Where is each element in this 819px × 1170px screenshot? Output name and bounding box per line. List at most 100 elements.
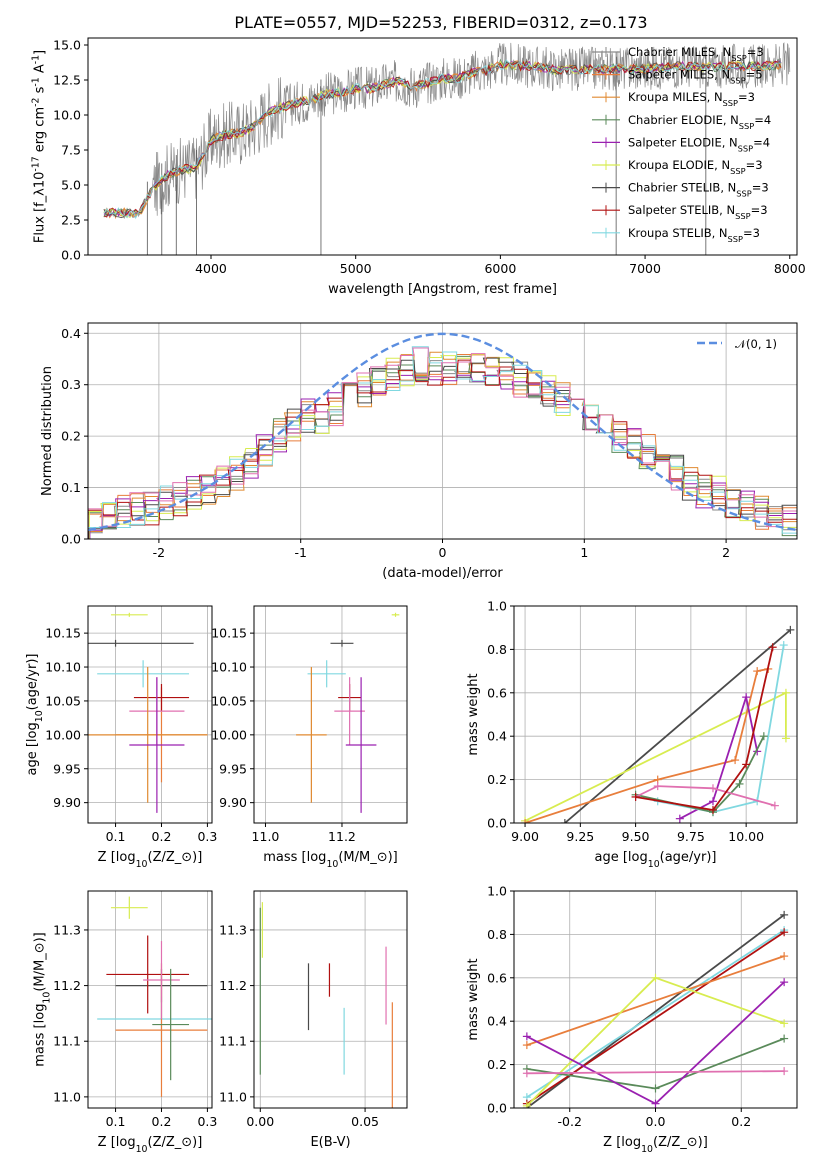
observed-spectrum xyxy=(103,42,791,218)
y-axis-label: Flux [f_λ10-17 erg cm-2 s-1 A-1] xyxy=(30,50,48,243)
panel-age_vs_Z: 0.1 0.2 0.3 9.90 9.95 10.00 10.05 10.10 10.15 Z [… xyxy=(25,605,217,870)
y-axis-label: mass weight xyxy=(466,673,481,755)
error-bar-point xyxy=(110,612,148,617)
y-tick-label: 10.05 xyxy=(211,693,247,708)
x-tick-label: 8000 xyxy=(774,261,806,276)
y-tick-label: 0.4 xyxy=(487,1014,507,1029)
mass-weight-marker xyxy=(708,805,717,814)
x-tick-label: 1 xyxy=(580,545,588,560)
axes-frame xyxy=(513,890,798,1109)
x-tick-label: 0.3 xyxy=(197,1114,217,1129)
mass-weight-marker xyxy=(651,1084,660,1093)
x-tick-label: 11.0 xyxy=(252,829,280,844)
x-axis-label: Z [log10(Z/Z_⊙)] xyxy=(98,850,203,870)
y-tick-label: 11.2 xyxy=(219,978,247,993)
y-tick-label: 0.4 xyxy=(61,326,81,341)
legend-label: Kroupa MILES, NSSP=3 xyxy=(628,90,755,108)
y-axis-label: mass weight xyxy=(466,958,481,1040)
mass-weight-marker xyxy=(708,797,717,806)
y-tick-label: 0.2 xyxy=(61,429,81,444)
y-tick-label: 11.1 xyxy=(53,1034,81,1049)
plot-area xyxy=(522,910,789,1108)
y-tick-label: 0.4 xyxy=(487,729,507,744)
y-tick-label: 0.6 xyxy=(487,970,507,985)
x-axis-label: E(B-V) xyxy=(310,1135,350,1150)
y-tick-label: 15.0 xyxy=(53,38,81,53)
error-bar-point xyxy=(345,677,377,813)
x-tick-label: 10.00 xyxy=(728,829,764,844)
y-tick-label: 0.8 xyxy=(487,642,507,657)
panel-spectrum: 4000 5000 6000 7000 8000 0.0 2.5 5.0 7.5 10.0 12.5… xyxy=(30,37,806,297)
x-tick-label: 9.25 xyxy=(566,829,594,844)
legend-label: Salpeter ELODIE, NSSP=4 xyxy=(628,135,770,153)
y-tick-label: 9.90 xyxy=(53,795,81,810)
error-bar-point xyxy=(106,935,190,1014)
axes-frame xyxy=(87,37,798,256)
x-tick-label: 0.05 xyxy=(351,1114,379,1129)
mass-weight-marker xyxy=(742,693,751,702)
y-tick-label: 0.2 xyxy=(487,1057,507,1072)
x-tick-label: 11.2 xyxy=(328,829,356,844)
axes-frame xyxy=(253,605,408,824)
x-axis-label: (data-model)/error xyxy=(382,566,503,581)
y-tick-label: 9.95 xyxy=(53,761,81,776)
error-bar-point xyxy=(307,660,346,688)
mass-weight-marker xyxy=(522,1069,531,1078)
mass-weight-marker xyxy=(653,782,662,791)
y-axis-label: Normed distribution xyxy=(40,366,55,496)
mass-weight-marker xyxy=(731,756,740,765)
error-bar-point xyxy=(334,677,365,746)
mass-weight-marker xyxy=(651,1099,660,1108)
legend-label: Chabrier STELIB, NSSP=3 xyxy=(628,181,769,199)
legend-label: Salpeter MILES, NSSP=5 xyxy=(628,68,763,86)
x-tick-label: 9.75 xyxy=(677,829,705,844)
y-tick-label: 11.2 xyxy=(53,978,81,993)
mass-weight-marker xyxy=(779,641,788,650)
x-axis-label: wavelength [Angstrom, rest frame] xyxy=(328,282,557,297)
y-tick-label: 0.0 xyxy=(61,532,81,547)
x-axis-label: Z [log10(Z/Z_⊙)] xyxy=(603,1135,708,1155)
panel-mass_weight_vs_Z: -0.2 0.0 0.2 0.0 0.2 0.4 0.6 0.8 1.0 Z [log10(Z/Z… xyxy=(466,884,798,1155)
mass-weight-marker xyxy=(780,910,789,919)
x-tick-label: 0.1 xyxy=(106,829,126,844)
mass-weight-marker xyxy=(786,625,795,634)
y-tick-label: 0.1 xyxy=(61,480,81,495)
error-bar-point xyxy=(88,667,208,803)
error-bar-point xyxy=(391,612,400,617)
y-tick-label: 0.2 xyxy=(487,772,507,787)
mass-weight-marker xyxy=(780,978,789,987)
legend-label: Chabrier MILES, NSSP=3 xyxy=(628,45,764,63)
mass-weight-marker xyxy=(780,1019,789,1028)
error-bar-point xyxy=(143,941,180,1019)
mass-weight-marker xyxy=(770,801,779,810)
axes-frame xyxy=(87,890,213,1109)
y-tick-label: 0.0 xyxy=(61,248,81,263)
x-tick-label: 7000 xyxy=(629,261,661,276)
y-tick-label: 10.00 xyxy=(211,727,247,742)
figure-title: PLATE=0557, MJD=52253, FIBERID=0312, z=0… xyxy=(234,13,647,32)
x-tick-label: 0 xyxy=(439,545,447,560)
y-tick-label: 9.90 xyxy=(219,795,247,810)
mass-weight-line xyxy=(635,785,776,807)
x-tick-label: -1 xyxy=(294,545,306,560)
y-tick-label: 10.00 xyxy=(45,727,81,742)
plot-area xyxy=(521,625,795,823)
x-tick-label: 0.2 xyxy=(152,829,172,844)
mass-weight-marker xyxy=(522,1101,531,1108)
mass-weight-marker xyxy=(759,732,768,741)
x-tick-label: 0.00 xyxy=(246,1114,274,1129)
mass-weight-marker xyxy=(780,1034,789,1043)
axes-frame xyxy=(87,322,798,540)
mass-weight-marker xyxy=(781,734,790,743)
mass-weight-marker xyxy=(781,688,790,697)
error-bar-point xyxy=(330,639,354,647)
y-tick-label: 0.3 xyxy=(61,377,81,392)
x-tick-label: 0.2 xyxy=(152,1114,172,1129)
error-bar-point xyxy=(129,677,185,813)
mass-weight-marker xyxy=(780,1067,789,1076)
y-tick-label: 5.0 xyxy=(61,178,81,193)
legend-label: Salpeter STELIB, NSSP=3 xyxy=(628,203,768,221)
panel-mass_weight_vs_age: 9.00 9.25 9.50 9.75 10.00 0.0 0.2 0.4 0.6 0.8 1.0 a… xyxy=(466,599,798,870)
x-tick-label: 0.1 xyxy=(106,1114,126,1129)
error-bar-point xyxy=(110,896,148,919)
